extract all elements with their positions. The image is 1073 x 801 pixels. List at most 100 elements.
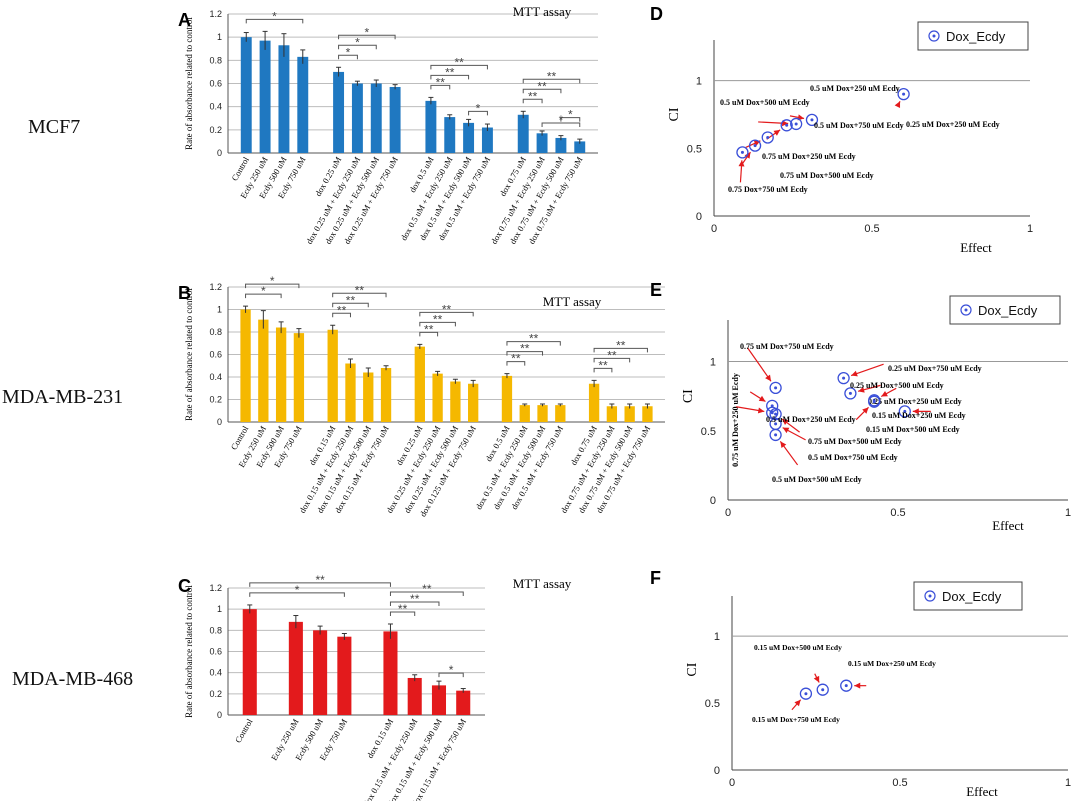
y-tick-label: 1.2 xyxy=(209,9,222,19)
significance-label: * xyxy=(476,101,481,115)
y-axis-label: Rate of absorbance related to control xyxy=(184,17,194,150)
y-tick-label: 0.8 xyxy=(209,55,222,65)
significance-bracket xyxy=(522,78,581,84)
point-label: 0.25 uM Dox+250 uM Ecdy xyxy=(868,397,962,406)
point-label: 0.75 uM Dox+750 uM Ecdy xyxy=(740,342,834,351)
data-point-center xyxy=(785,123,789,127)
significance-label: ** xyxy=(424,322,434,336)
point-label: 0.5 uM Dox+500 uM Ecdy xyxy=(772,475,862,484)
y-tick-label: 0 xyxy=(217,417,222,427)
data-point-center xyxy=(848,391,852,395)
bar xyxy=(258,319,269,422)
legend-marker xyxy=(960,304,972,316)
annotation-arrowhead xyxy=(738,160,745,167)
data-point xyxy=(897,88,910,101)
significance-label: ** xyxy=(454,55,464,69)
row-label-mda-mb-231: MDA-MB-231 xyxy=(2,386,124,408)
significance-bracket xyxy=(332,292,387,298)
legend-label: Dox_Ecdy xyxy=(942,589,1002,604)
significance-label: * xyxy=(261,284,266,298)
bar xyxy=(370,83,382,153)
data-point-center xyxy=(842,376,846,380)
bar xyxy=(337,636,352,715)
legend-marker-dot xyxy=(964,308,968,312)
data-point xyxy=(736,146,749,159)
annotation-arrow xyxy=(747,347,772,382)
point-label: 0.75 uM Dox+500 uM Ecdy xyxy=(808,437,902,446)
significance-bracket xyxy=(541,122,581,127)
y-tick-label: 1 xyxy=(714,631,720,643)
y-tick-label: 0.6 xyxy=(209,350,222,360)
y-tick-label: 1.2 xyxy=(209,583,222,593)
bar xyxy=(425,100,437,153)
panel-letter: F xyxy=(650,568,661,588)
significance-bracket xyxy=(430,84,451,90)
bar xyxy=(481,127,493,153)
bar xyxy=(468,383,479,422)
y-tick-label: 1 xyxy=(217,604,222,614)
annotation-arrowhead xyxy=(757,407,765,414)
significance-bracket xyxy=(430,74,470,80)
significance-bracket xyxy=(438,672,464,678)
data-point xyxy=(868,395,881,408)
chart-title: MTT assay xyxy=(513,4,572,19)
significance-bracket xyxy=(338,34,396,40)
data-point xyxy=(805,113,819,127)
x-tick-label: Control xyxy=(233,716,255,744)
annotation-arrowhead xyxy=(782,418,789,425)
bar xyxy=(450,381,461,422)
significance-label: ** xyxy=(598,358,608,372)
significance-label: ** xyxy=(442,302,452,316)
bar xyxy=(624,406,635,422)
bar xyxy=(501,375,513,422)
y-tick-label: 0.4 xyxy=(209,372,222,382)
point-label: 0.15 uM Dox+250 uM Ecdy xyxy=(848,659,936,668)
x-tick-label: 0 xyxy=(711,223,717,235)
legend-marker-dot xyxy=(932,34,936,38)
x-tick-label: 1 xyxy=(1065,507,1071,519)
y-tick-label: 1 xyxy=(217,305,222,315)
x-tick-label: 0 xyxy=(729,777,735,789)
significance-bracket xyxy=(245,18,304,24)
point-label: 0.75 uM Dox+250 uM Ecdy xyxy=(762,152,856,161)
x-axis-label: Effect xyxy=(960,240,992,255)
significance-bracket xyxy=(506,361,526,366)
y-tick-label: 0.2 xyxy=(209,125,222,135)
y-axis-label: CI xyxy=(667,107,682,121)
annotation-arrowhead xyxy=(854,682,861,689)
significance-bracket xyxy=(245,293,282,299)
significance-bracket xyxy=(249,592,345,597)
y-tick-label: 1 xyxy=(217,32,222,42)
point-label: 0.5 uM Dox+750 uM Ecdy xyxy=(808,453,898,462)
x-axis-label: Effect xyxy=(966,784,998,799)
significance-label: ** xyxy=(616,338,626,352)
y-tick-label: 1.2 xyxy=(209,282,222,292)
significance-bracket xyxy=(389,591,464,596)
bar xyxy=(380,368,392,422)
significance-label: ** xyxy=(410,592,420,606)
x-tick-label: 1 xyxy=(1065,777,1071,789)
data-point-center xyxy=(844,684,848,688)
significance-label: ** xyxy=(511,352,521,366)
bar xyxy=(606,406,618,422)
bar xyxy=(240,309,251,422)
annotation-arrowhead xyxy=(765,374,772,382)
legend-marker xyxy=(924,590,936,602)
legend-box xyxy=(949,295,1061,325)
bar xyxy=(574,141,586,153)
significance-bracket xyxy=(593,347,648,353)
data-point-center xyxy=(774,386,778,390)
point-label: 0.5 uM Dox+250 uM Ecdy xyxy=(810,84,900,93)
significance-bracket xyxy=(245,283,300,289)
significance-label: * xyxy=(449,663,454,677)
data-point-center xyxy=(794,122,798,126)
significance-label: * xyxy=(272,9,277,23)
data-point xyxy=(898,405,911,418)
significance-label: ** xyxy=(315,573,325,587)
point-label: 0.15 uM Dox+500 uM Ecdy xyxy=(754,643,842,652)
point-label: 0.5 uM Dox+250 uM Ecdy xyxy=(766,415,856,424)
data-point-center xyxy=(740,150,744,154)
data-point-center xyxy=(872,400,876,404)
y-tick-label: 0 xyxy=(714,765,720,777)
data-point xyxy=(761,131,774,144)
